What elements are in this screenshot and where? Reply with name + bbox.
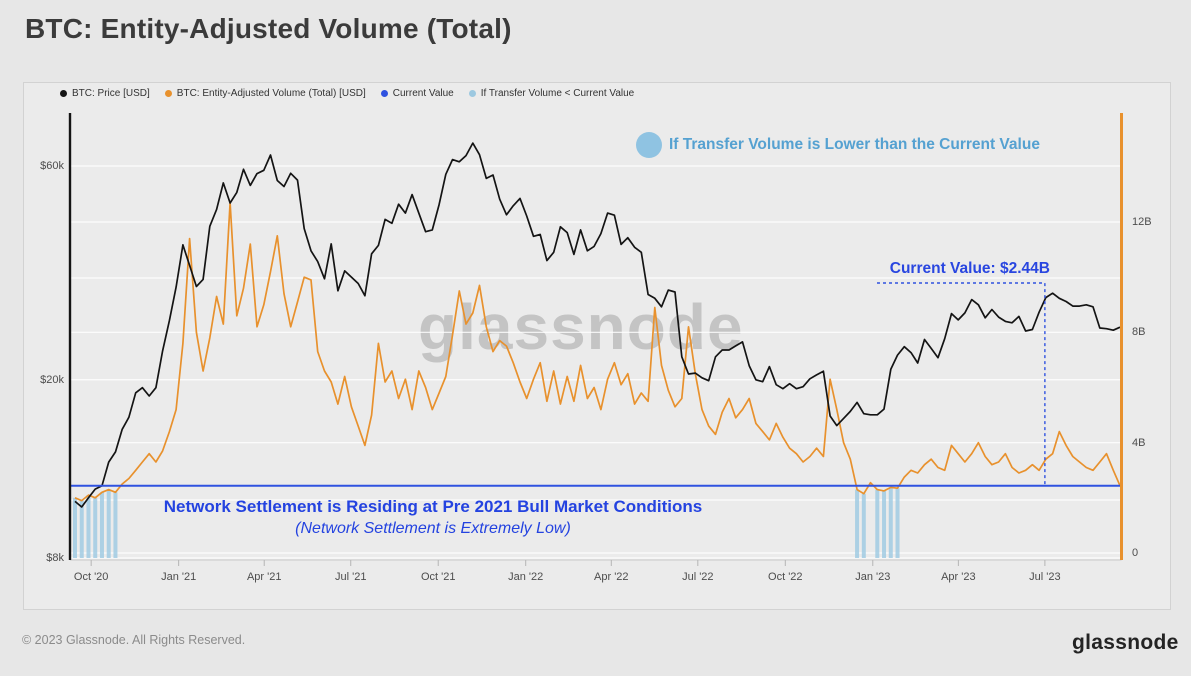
legend-item[interactable]: If Transfer Volume < Current Value [468, 88, 635, 99]
glassnode-logo: glassnode [1072, 631, 1179, 654]
below-current-value-bar [113, 492, 118, 558]
chart-legend: BTC: Price [USD] BTC: Entity-Adjusted Vol… [60, 88, 634, 99]
price-line [74, 142, 1121, 508]
right-axis-label: 4B [1132, 436, 1146, 449]
settlement-annotation-line1: Network Settlement is Residing at Pre 20… [163, 497, 703, 516]
below-current-value-bar [882, 490, 887, 558]
transfer-volume-annotation: If Transfer Volume is Lower than the Cur… [636, 132, 1040, 158]
x-axis-label: Apr '21 [246, 571, 282, 583]
legend-dot-icon [468, 90, 476, 97]
legend-label: BTC: Price [USD] [72, 88, 150, 99]
volume-line [74, 201, 1121, 502]
x-axis-label: Jul '21 [335, 571, 367, 583]
x-axis-label: Oct '22 [768, 571, 803, 583]
x-axis-label: Oct '21 [420, 571, 456, 583]
below-current-value-bar [73, 497, 77, 558]
legend-item[interactable]: Current Value [380, 88, 454, 99]
legend-label: Current Value [392, 88, 454, 99]
lightblue-circle-icon [636, 132, 662, 158]
x-axis-label: Apr '23 [941, 571, 976, 583]
right-axis-label: 0 [1132, 547, 1139, 559]
current-value-callout-dashes [877, 282, 1046, 486]
below-current-value-bar [99, 492, 104, 558]
legend-dot-icon [60, 90, 67, 97]
current-value-annotation: Current Value: $2.44B [889, 260, 1050, 277]
x-axis-label: Jan '21 [161, 571, 197, 583]
legend-dot-icon [380, 90, 388, 97]
x-axis-label: Jul '22 [682, 571, 714, 583]
chart-card [23, 82, 1171, 610]
x-axis-label: Jul '23 [1029, 571, 1061, 583]
left-axis-label: $20k [40, 373, 64, 386]
copyright-text: © 2023 Glassnode. All Rights Reserved. [22, 633, 246, 647]
below-current-value-bar [888, 487, 893, 558]
transfer-volume-annotation-text: If Transfer Volume is Lower than the Cur… [669, 136, 1040, 153]
legend-label: If Transfer Volume < Current Value [480, 88, 635, 99]
below-current-value-bar [86, 495, 91, 558]
right-axis-label: 12B [1132, 216, 1152, 228]
legend-label: BTC: Entity-Adjusted Volume (Total) [USD… [176, 88, 366, 99]
legend-item[interactable]: BTC: Entity-Adjusted Volume (Total) [USD… [164, 88, 366, 99]
settlement-annotation-line2: (Network Settlement is Extremely Low) [295, 520, 571, 537]
x-axis-label: Oct '20 [73, 571, 109, 583]
below-current-value-bar [106, 489, 111, 558]
x-axis-label: Jan '22 [508, 571, 544, 583]
legend-item[interactable]: BTC: Price [USD] [60, 88, 150, 99]
below-current-value-bar [895, 488, 900, 558]
below-current-value-bar [875, 489, 880, 558]
below-current-value-bar [93, 497, 98, 558]
x-axis-label: Apr '22 [594, 571, 629, 583]
left-axis-label: $8k [46, 552, 64, 565]
right-axis-label: 8B [1132, 326, 1146, 339]
settlement-annotation: Network Settlement is Residing at Pre 20… [133, 497, 733, 538]
page-title: BTC: Entity-Adjusted Volume (Total) [25, 13, 512, 44]
below-current-value-bar [79, 500, 84, 558]
x-axis-label: Jan '23 [855, 571, 891, 583]
left-axis-label: $60k [40, 160, 64, 172]
below-current-value-bar [855, 489, 860, 558]
below-current-value-bar [861, 493, 866, 558]
legend-dot-icon [164, 90, 172, 97]
